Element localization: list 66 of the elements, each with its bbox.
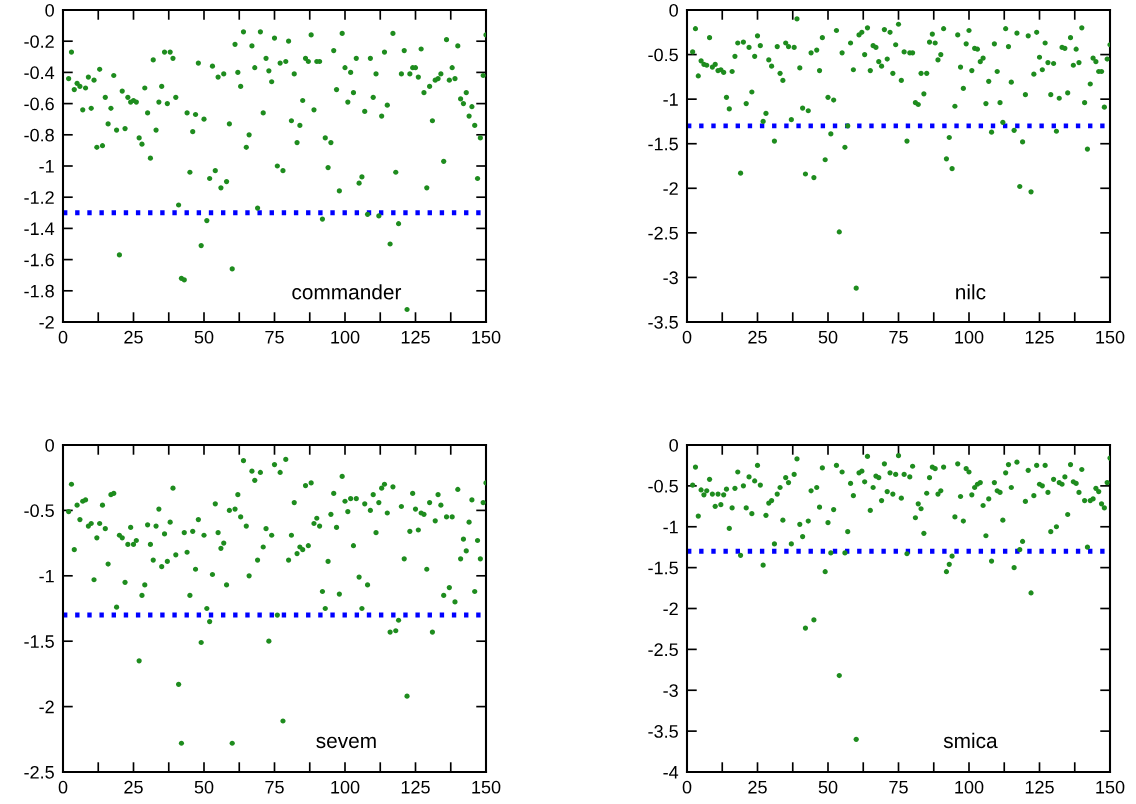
- y-tick-label: -1.5: [24, 635, 54, 648]
- y-tick-label: -1: [39, 160, 54, 173]
- x-tick-label: 50: [194, 780, 214, 794]
- y-tick-label: -1: [39, 569, 54, 583]
- y-tick-label: -0.2: [24, 35, 54, 48]
- y-tick-label: -0.4: [24, 66, 55, 80]
- y-tick-label: -1.8: [24, 284, 54, 298]
- y-tick-label: -0.5: [648, 479, 678, 493]
- x-tick-label: 75: [265, 331, 284, 344]
- y-tick-label: -3.5: [648, 725, 678, 738]
- x-tick-label: 0: [682, 780, 692, 794]
- x-tick-label: 150: [1096, 780, 1125, 794]
- y-tick-label: -1: [663, 520, 678, 534]
- y-tick-label: 0: [45, 3, 54, 17]
- y-tick-label: -1.2: [24, 191, 54, 204]
- x-tick-label: 0: [58, 780, 68, 794]
- annotation: smica: [943, 732, 998, 749]
- annotation: sevem: [316, 736, 376, 749]
- y-tick-label: -0.5: [648, 48, 678, 62]
- y-tick-label: -2.5: [648, 226, 678, 240]
- y-tick-label: -1.5: [648, 137, 678, 151]
- x-tick-label: 50: [194, 330, 214, 344]
- x-tick-label: 150: [472, 780, 501, 794]
- x-tick-label: 125: [1025, 780, 1054, 794]
- x-tick-label: 100: [955, 330, 984, 344]
- y-tick-label: -3.5: [648, 315, 678, 329]
- y-tick-label: -3: [663, 684, 678, 697]
- y-tick-label: -1: [663, 93, 678, 106]
- x-tick-label: 100: [955, 780, 984, 794]
- y-tick-label: -2.5: [648, 643, 678, 657]
- x-tick-label: 25: [124, 780, 143, 794]
- x-tick-label: 25: [748, 780, 767, 794]
- x-tick-label: 100: [331, 780, 360, 794]
- x-tick-label: 50: [818, 780, 838, 794]
- y-tick-label: 0: [669, 438, 678, 452]
- y-tick-label: -2: [663, 602, 678, 616]
- annotation: nilc: [956, 284, 986, 300]
- x-tick-label: 0: [58, 330, 68, 344]
- y-tick-label: -4: [663, 766, 679, 779]
- x-tick-label: 125: [401, 780, 430, 794]
- x-tick-label: 125: [1025, 330, 1054, 344]
- y-tick-label: 0: [669, 3, 678, 17]
- x-tick-label: 75: [265, 781, 284, 794]
- x-tick-label: 150: [1096, 330, 1125, 344]
- x-tick-label: 25: [124, 330, 143, 344]
- x-tick-label: 0: [682, 330, 692, 344]
- x-tick-label: 25: [748, 330, 767, 344]
- y-tick-label: -2.5: [24, 765, 54, 779]
- x-tick-label: 125: [401, 330, 430, 344]
- y-tick-label: -1.5: [648, 561, 678, 575]
- y-tick-label: 0: [45, 438, 54, 452]
- y-tick-label: -2: [39, 700, 54, 714]
- y-tick-label: -1.6: [24, 253, 54, 267]
- annotation: commander: [292, 284, 402, 300]
- x-tick-label: 75: [889, 331, 908, 344]
- y-tick-label: -3: [663, 271, 678, 285]
- y-tick-label: -0.8: [24, 128, 54, 142]
- y-tick-label: -0.5: [24, 504, 54, 518]
- x-tick-label: 150: [472, 330, 501, 344]
- y-tick-label: -2: [39, 315, 54, 329]
- x-tick-label: 100: [331, 330, 360, 344]
- x-tick-label: 50: [818, 330, 838, 344]
- y-tick-label: -2: [663, 182, 678, 195]
- x-tick-label: 75: [889, 781, 908, 794]
- y-tick-label: -0.6: [24, 97, 54, 111]
- y-tick-label: -1.4: [24, 222, 55, 235]
